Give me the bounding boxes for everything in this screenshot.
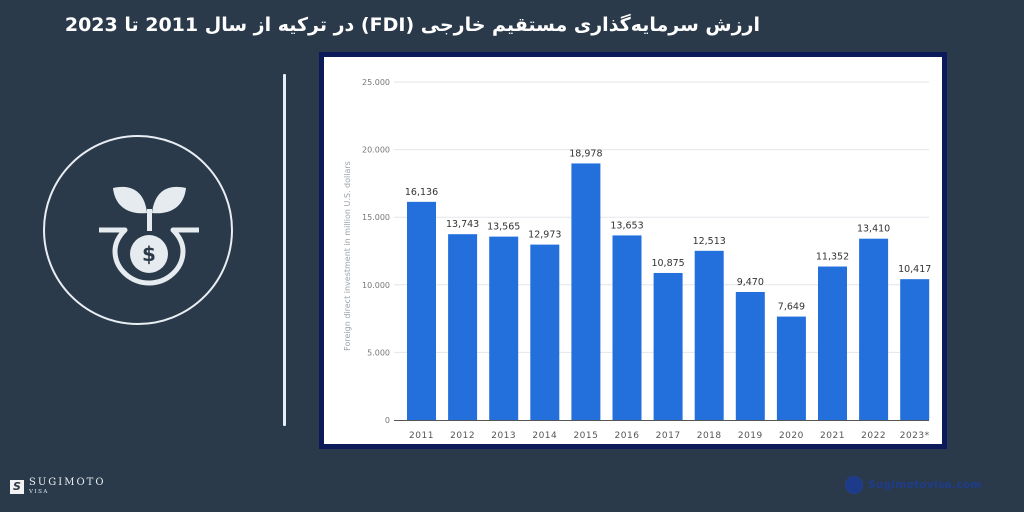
x-tick-label: 2016: [615, 431, 640, 441]
bar[interactable]: [612, 235, 642, 420]
y-tick-label: 10.000: [362, 281, 390, 290]
y-tick-label: 15.000: [362, 213, 390, 222]
bar-chart: Foreign direct investment in million U.S…: [343, 78, 931, 441]
bar-value-label: 10,875: [651, 258, 684, 269]
bar[interactable]: [530, 244, 560, 420]
bar[interactable]: [448, 234, 478, 420]
bar-value-label: 13,410: [857, 224, 890, 235]
bar-value-label: 11,352: [816, 252, 849, 263]
x-tick-label: 2017: [656, 431, 681, 441]
bar[interactable]: [776, 316, 806, 420]
bar-value-label: 12,973: [528, 230, 561, 241]
y-tick-label: 20.000: [362, 146, 390, 155]
bar-value-label: 9,470: [737, 277, 764, 288]
chart-frame: Foreign direct investment in million U.S…: [319, 52, 947, 449]
bar[interactable]: [900, 279, 930, 420]
x-tick-label: 2015: [573, 431, 598, 441]
vertical-divider: [283, 74, 286, 426]
globe-icon: [845, 476, 863, 494]
svg-text:$: $: [142, 242, 156, 266]
chart-plot-area: Foreign direct investment in million U.S…: [324, 57, 942, 444]
bar-value-label: 18,978: [569, 148, 602, 159]
y-tick-label: 25.000: [362, 78, 390, 87]
bar[interactable]: [571, 163, 601, 420]
website-link[interactable]: Sugimotovisa.com: [845, 476, 982, 494]
money-plant-icon: $: [43, 135, 233, 325]
bar[interactable]: [818, 266, 847, 420]
bar[interactable]: [859, 238, 889, 420]
sugimoto-logo: S SUGIMOTO VISA: [10, 478, 106, 496]
x-tick-label: 2021: [820, 431, 845, 441]
x-tick-label: 2012: [450, 431, 475, 441]
y-tick-label: 5.000: [367, 348, 390, 357]
x-tick-label: 2011: [409, 431, 434, 441]
logo-name: SUGIMOTO: [29, 477, 106, 488]
bar[interactable]: [735, 291, 765, 420]
bar[interactable]: [653, 272, 683, 420]
x-tick-label: 2014: [532, 431, 557, 441]
bar[interactable]: [407, 201, 436, 420]
x-tick-label: 2023*: [900, 431, 930, 441]
bar-value-label: 10,417: [898, 264, 931, 275]
bar-value-label: 16,136: [405, 187, 438, 198]
x-tick-label: 2020: [779, 431, 804, 441]
bar[interactable]: [694, 250, 724, 420]
website-text[interactable]: Sugimotovisa.com: [868, 479, 982, 491]
bar-value-label: 13,743: [446, 219, 479, 230]
y-axis-title: Foreign direct investment in million U.S…: [343, 161, 352, 351]
y-tick-label: 0: [385, 416, 390, 425]
logo-sub: VISA: [29, 489, 49, 495]
x-tick-label: 2018: [697, 431, 722, 441]
bar-value-label: 7,649: [778, 302, 805, 313]
x-tick-label: 2022: [861, 431, 886, 441]
bar[interactable]: [489, 236, 519, 420]
page-title: ارزش سرمایه‌گذاری مستقیم خارجی (FDI) در …: [64, 14, 760, 36]
bar-value-label: 13,565: [487, 222, 520, 233]
logo-mark-icon: S: [10, 479, 24, 494]
x-tick-label: 2013: [491, 431, 516, 441]
x-tick-label: 2019: [738, 431, 763, 441]
bar-value-label: 13,653: [610, 220, 643, 231]
bar-value-label: 12,513: [693, 236, 726, 247]
